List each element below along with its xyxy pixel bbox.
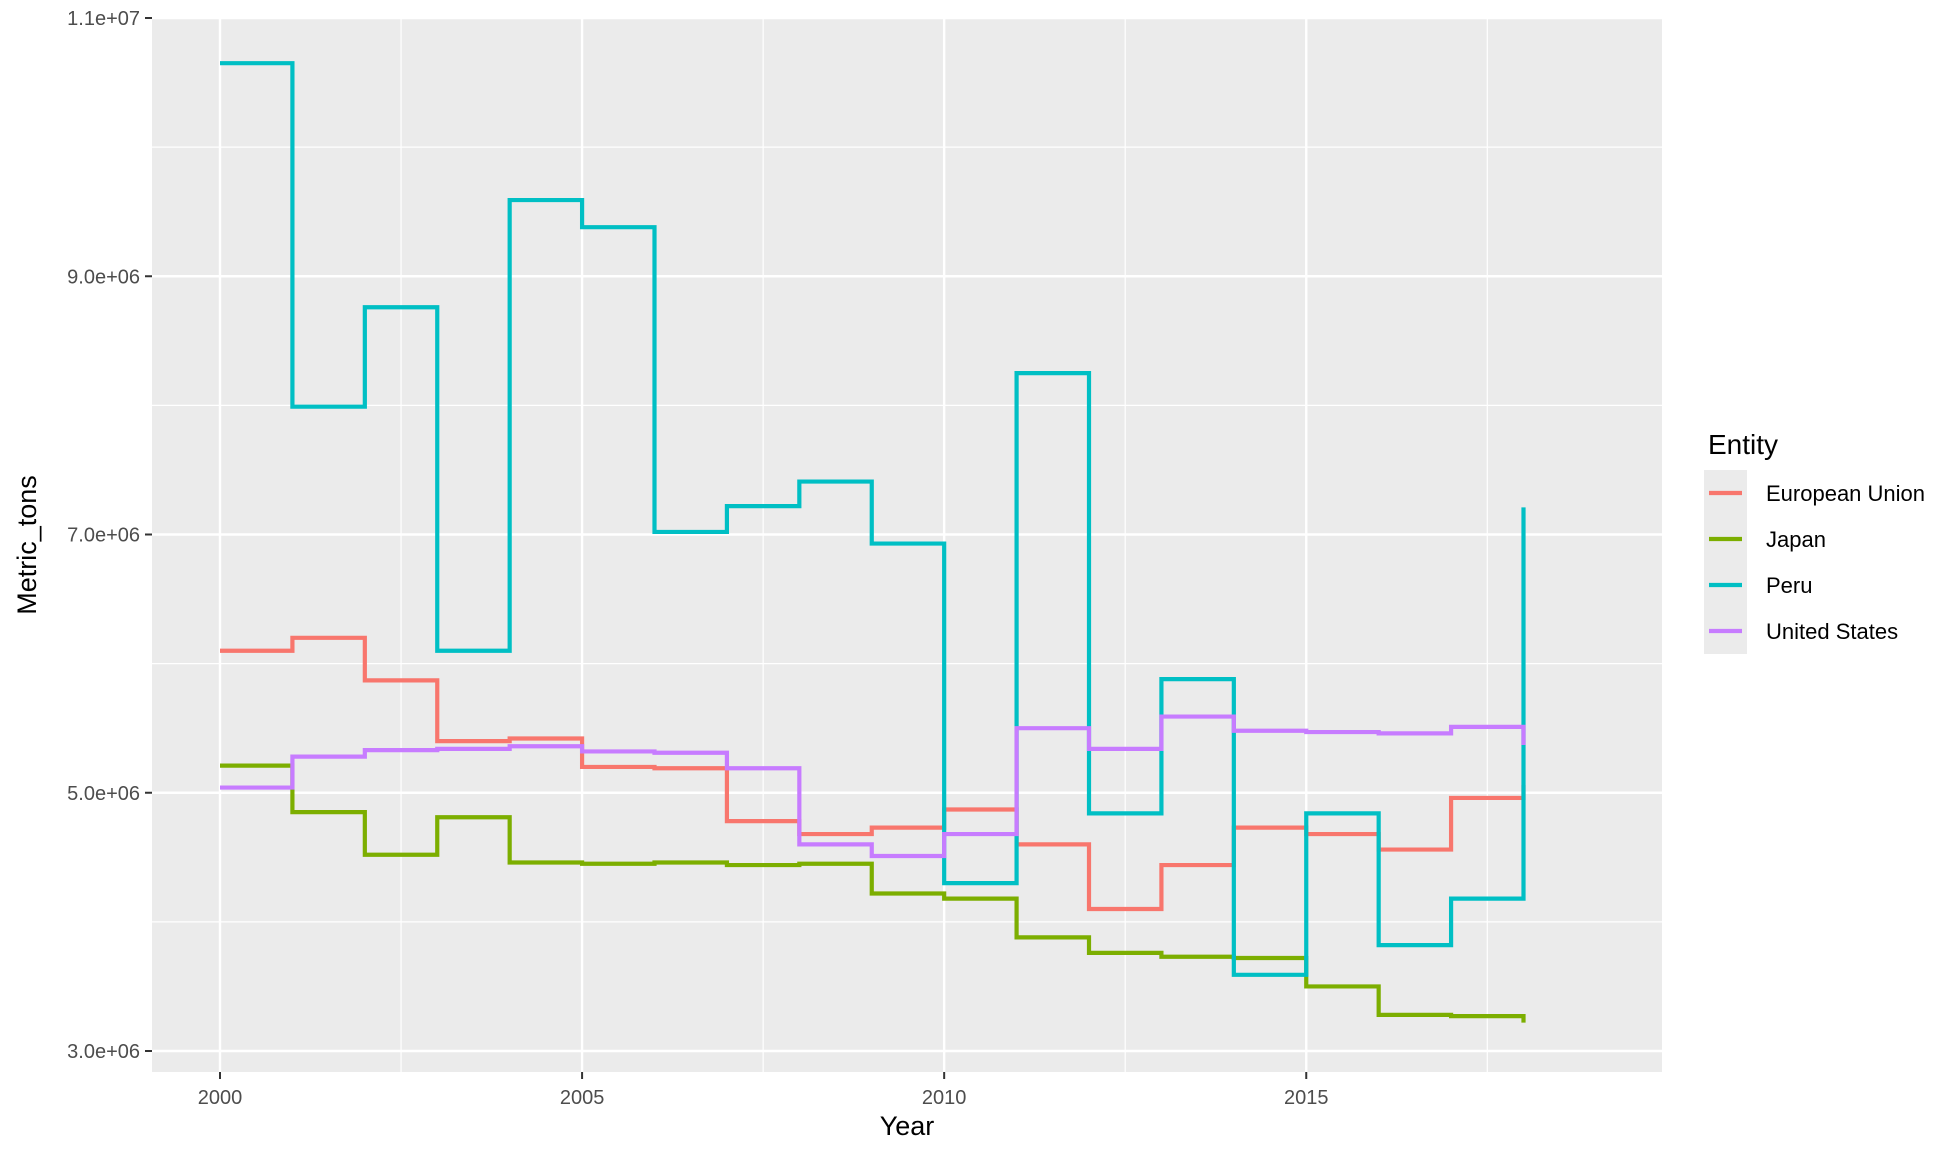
x-axis-title: Year: [880, 1111, 935, 1141]
series-line-japan: [220, 763, 1526, 1023]
series-line-peru: [220, 61, 1526, 977]
y-tick-label: 5.0e+06: [67, 783, 140, 805]
x-tick-label: 2005: [560, 1087, 605, 1109]
legend: Entity European Union Japan Peru United Sta…: [1704, 429, 1925, 654]
tick-labels: 2000 2005 2010 2015 3.0e+06 5.0e+06 7.0e+06 9.0…: [67, 8, 1328, 1109]
grid-minor: [152, 18, 1662, 1072]
axis-ticks: [145, 17, 1308, 1079]
y-tick-label: 3.0e+06: [67, 1041, 140, 1063]
legend-label-peru: Peru: [1766, 573, 1812, 598]
y-tick-label: 9.0e+06: [67, 266, 140, 288]
y-tick-label: 7.0e+06: [67, 525, 140, 547]
y-axis-title: Metric_tons: [12, 475, 42, 615]
x-tick-label: 2010: [922, 1087, 967, 1109]
legend-keys: European Union Japan Peru United States: [1704, 470, 1925, 654]
legend-label-japan: Japan: [1766, 527, 1826, 552]
y-tick-label: 1.1e+07: [67, 8, 140, 30]
series-layer: [220, 61, 1526, 1023]
x-tick-label: 2000: [198, 1087, 243, 1109]
series-line-united-states: [220, 714, 1526, 859]
legend-title: Entity: [1708, 429, 1778, 460]
legend-label-european-union: European Union: [1766, 481, 1925, 506]
legend-label-united-states: United States: [1766, 619, 1898, 644]
x-tick-label: 2015: [1284, 1087, 1329, 1109]
